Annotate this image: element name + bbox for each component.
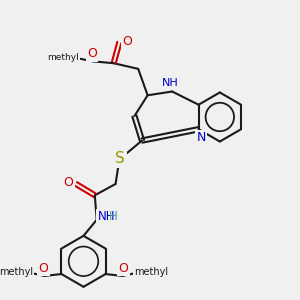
Text: NH: NH	[162, 78, 179, 88]
Text: O: O	[39, 262, 49, 275]
Text: methyl: methyl	[0, 267, 33, 277]
Text: S: S	[116, 151, 125, 166]
Text: O: O	[118, 262, 128, 275]
Text: N: N	[197, 131, 206, 144]
Text: O: O	[87, 47, 97, 60]
Text: O: O	[64, 176, 73, 189]
Text: H: H	[109, 211, 118, 224]
Text: methyl: methyl	[47, 53, 79, 62]
Text: methyl: methyl	[134, 267, 168, 277]
Text: O: O	[122, 35, 132, 48]
Text: NH: NH	[98, 211, 115, 224]
